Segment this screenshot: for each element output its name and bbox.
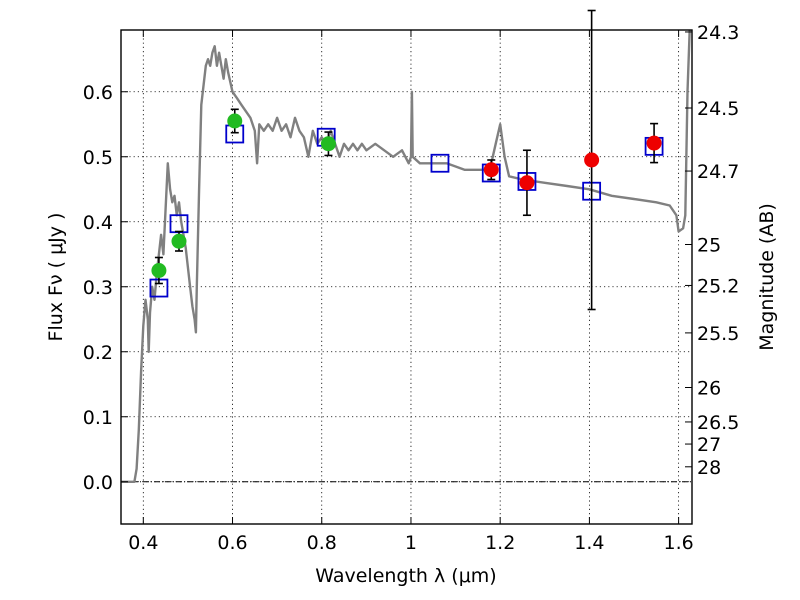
observed-flux-points [151,9,662,311]
model-band-marker [430,153,450,173]
y-tick-label: 0.6 [83,82,113,104]
magnitude-tick-label: 24.3 [697,22,739,44]
observed-flux-marker [171,233,187,249]
y-tick-label: 0.3 [83,277,113,299]
model-spectrum-line [121,30,691,483]
observed-flux-marker [151,263,167,278]
axes: 0.4 0.6 0.8 1 1.2 1.4 1.6 0.0 0.1 0.2 0.3 0.4 0.5 0.6… [83,22,740,554]
x-axis-label: Wavelength λ (μm) [315,565,496,587]
x-tick-label: 0.6 [217,532,247,554]
x-tick-label: 0.8 [307,532,337,554]
observed-flux-marker [320,136,336,152]
magnitude-tick-label: 28 [697,457,721,479]
y-axis-label: Flux Fν ( μJy ) [45,213,67,342]
y-tick-label: 0.5 [83,147,113,169]
y-tick-label: 0.1 [83,407,113,429]
observed-flux-marker [483,162,499,178]
y-tick-label: 0.2 [83,342,113,364]
right-axis-label: Magnitude (AB) [756,203,778,351]
model-spectrum [121,30,691,483]
magnitude-tick-label: 25.5 [697,323,739,345]
plot-frame [120,29,693,525]
model-band-marker [169,214,189,234]
magnitude-tick-label: 27 [697,434,721,456]
x-tick-label: 1.2 [485,532,515,554]
x-tick-label: 1 [405,532,417,554]
observed-flux-marker [646,135,662,151]
magnitude-tick-label: 25 [697,235,721,257]
magnitude-tick-label: 25.2 [697,275,739,297]
magnitude-tick-label: 24.5 [697,98,739,120]
magnitude-tick-label: 26.5 [697,412,739,434]
magnitude-tick-label: 26 [697,378,721,400]
grid-lines [121,30,692,524]
magnitude-tick-label: 24.7 [697,161,739,183]
y-tick-label: 0.4 [83,212,113,234]
x-tick-label: 0.4 [128,532,158,554]
x-tick-label: 1.4 [574,532,604,554]
model-band-points [149,124,664,298]
observed-flux-marker [227,113,243,129]
observed-flux-marker [584,152,600,168]
observed-flux-marker [519,175,535,191]
x-tick-label: 1.6 [664,532,694,554]
y-tick-label: 0.0 [83,472,113,494]
